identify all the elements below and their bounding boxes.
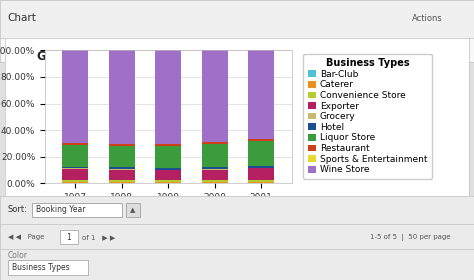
Bar [63, 182, 88, 183]
Text: Sort:: Sort: [8, 206, 28, 214]
Bar [202, 141, 228, 142]
Bar [8, 260, 88, 275]
Bar [109, 143, 135, 144]
Legend: Bar-Club, Caterer, Convenience Store, Exporter, Grocery, Hotel, Liquor Store, Re: Bar-Club, Caterer, Convenience Store, Ex… [303, 53, 432, 179]
Bar [202, 170, 228, 180]
Bar [202, 144, 228, 167]
Text: ◀ ◀   Page: ◀ ◀ Page [8, 234, 45, 240]
Bar [109, 146, 135, 167]
Bar [63, 143, 88, 145]
Text: Chart: Chart [7, 13, 36, 23]
Bar [155, 180, 181, 182]
Text: Booking Year: Booking Year [36, 206, 85, 214]
Bar [126, 203, 140, 217]
Bar [63, 180, 88, 182]
Bar [248, 50, 274, 139]
Bar [248, 182, 274, 183]
Text: 1: 1 [67, 233, 72, 242]
Bar [63, 167, 88, 168]
Bar [155, 146, 181, 168]
Bar [32, 203, 122, 217]
X-axis label: Booking Year: Booking Year [135, 206, 202, 216]
Bar [248, 168, 274, 180]
Bar [109, 144, 135, 146]
Text: Gross Sales by Booking Year: Gross Sales by Booking Year [37, 50, 226, 64]
Text: of 1   ▶ ▶: of 1 ▶ ▶ [82, 234, 115, 240]
Bar [202, 167, 228, 169]
Bar [202, 182, 228, 183]
Bar [248, 180, 274, 182]
Bar [63, 168, 88, 169]
Bar [109, 170, 135, 180]
Bar [109, 169, 135, 170]
Bar [155, 144, 181, 146]
Text: 1-5 of 5  |  50 per page: 1-5 of 5 | 50 per page [370, 234, 450, 241]
Bar [109, 182, 135, 183]
Bar [109, 50, 135, 143]
Text: Actions: Actions [412, 14, 443, 23]
Bar [202, 142, 228, 144]
Text: Business Types: Business Types [12, 263, 70, 272]
Bar [202, 50, 228, 141]
Bar [248, 139, 274, 141]
Bar [109, 180, 135, 182]
Bar [248, 166, 274, 167]
Bar [63, 50, 88, 143]
Bar [202, 169, 228, 170]
Bar [63, 169, 88, 180]
Bar [202, 180, 228, 182]
Text: ▲: ▲ [130, 207, 136, 213]
Bar [155, 182, 181, 183]
Bar [63, 145, 88, 167]
Bar [155, 170, 181, 180]
Bar [60, 230, 78, 244]
Bar [155, 50, 181, 143]
Bar [155, 168, 181, 170]
Bar [248, 141, 274, 166]
Bar [109, 167, 135, 169]
Text: Color: Color [8, 251, 28, 260]
Bar [155, 143, 181, 144]
Text: Actions  ≡: Actions ≡ [397, 47, 436, 56]
Bar [248, 167, 274, 168]
